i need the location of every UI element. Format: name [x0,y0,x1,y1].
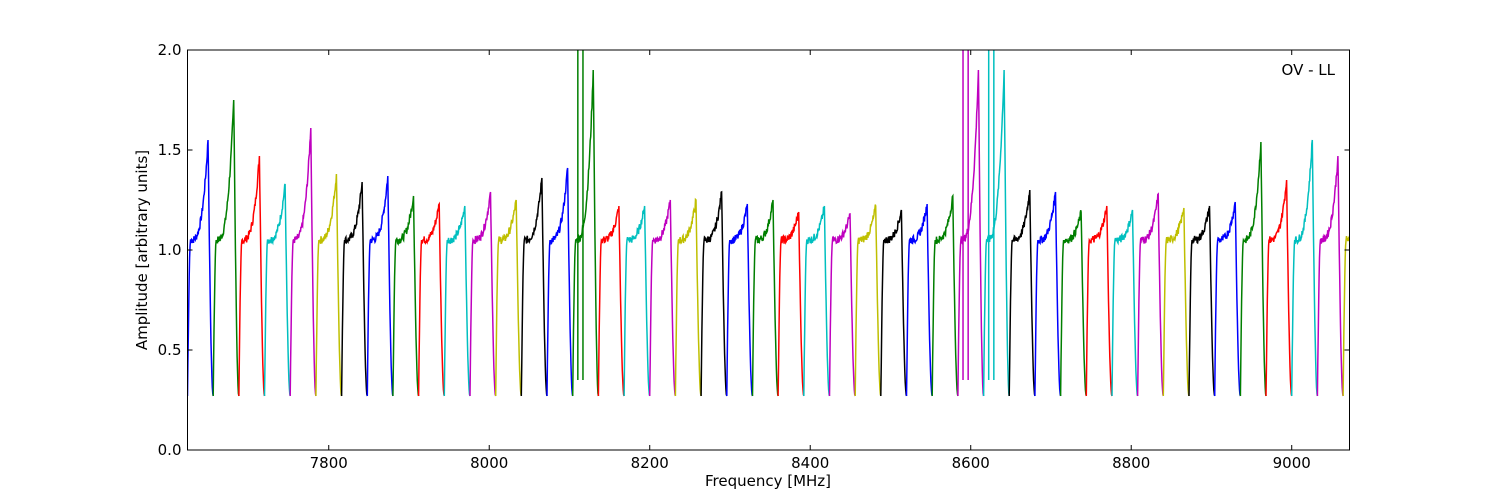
x-axis-label: Frequency [MHz] [705,472,831,490]
band-series-2 [238,155,266,397]
band-series-14 [546,167,574,397]
band-series-38 [1162,207,1190,397]
band-series-44 [1316,155,1344,397]
band-series-20 [700,190,728,397]
band-series-25 [828,213,856,397]
x-tick-label: 8800 [1112,454,1150,472]
series-annotation: OV - LL [1282,61,1336,79]
band-series-34 [1059,210,1088,397]
band-series-27 [880,209,908,397]
band-series-40 [1213,201,1242,397]
band-series-35 [1085,205,1113,397]
x-tick-label: 8200 [631,454,669,472]
x-axis: 7800 8000 8200 8400 8600 8800 9000 [310,50,1311,472]
y-axis: 0.0 0.5 1.0 1.5 2.0 [158,41,1350,459]
y-tick-label: 1.0 [158,241,182,259]
band-series-36 [1111,209,1139,397]
band-series-7 [366,175,394,397]
band-series-30 [957,69,985,397]
band-series-39 [1188,205,1216,397]
band-series-22 [751,199,779,397]
band-series-26 [854,204,882,397]
x-tick-label: 8600 [952,454,990,472]
x-tick-label: 8400 [791,454,829,472]
band-series-24 [803,205,831,397]
band-series-0 [187,139,214,397]
band-series-8 [392,195,420,397]
band-series-15 [571,69,600,397]
x-tick-label: 9000 [1273,454,1311,472]
band-series-18 [648,199,677,397]
band-series-19 [674,197,702,397]
band-series-45 [1342,234,1350,397]
band-series-28 [905,203,933,397]
band-series-21 [726,203,754,397]
band-series-1 [212,99,240,397]
band-series-10 [443,205,471,397]
band-series-6 [340,181,369,397]
band-series-16 [597,205,625,397]
band-series-33 [1034,191,1062,397]
y-tick-label: 0.0 [158,441,182,459]
band-series-17 [623,205,651,397]
y-tick-label: 0.5 [158,341,182,359]
plot-area [187,50,1350,397]
y-tick-label: 1.5 [158,141,182,159]
band-series-5 [315,173,343,397]
x-tick-label: 8000 [470,454,508,472]
band-series-42 [1265,179,1293,397]
y-axis-label: Amplitude [arbitrary units] [133,150,151,350]
band-series-13 [520,177,548,397]
band-series-9 [417,201,446,397]
band-series-37 [1136,192,1165,397]
band-series-23 [777,211,805,397]
band-series-11 [469,191,497,397]
band-series-32 [1008,189,1036,397]
band-series-4 [289,127,317,397]
band-series-31 [982,69,1010,397]
band-series-12 [494,199,523,397]
band-series-29 [931,193,959,397]
x-tick-label: 7800 [310,454,348,472]
y-tick-label: 2.0 [158,41,182,59]
band-series-43 [1290,139,1319,397]
band-series-3 [263,183,291,397]
band-series-41 [1239,141,1267,397]
